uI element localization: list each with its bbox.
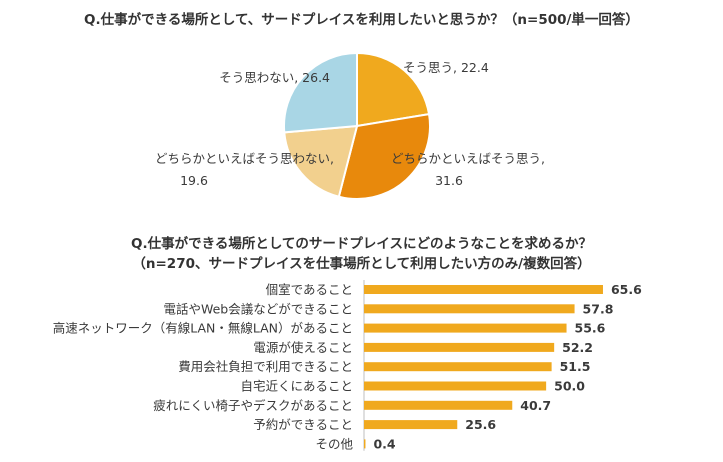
pie-label-4: そう思わない, 26.4: [219, 70, 330, 85]
bar-category-label: 自宅近くにあること: [240, 379, 353, 394]
pie-value-3: 19.6: [180, 173, 208, 188]
bar-category-label: 個室であること: [266, 282, 353, 297]
bar-category-label: 疲れにくい椅子やデスクがあること: [153, 398, 353, 413]
bar-value-label: 0.4: [373, 436, 395, 451]
bar-value-label: 55.6: [575, 321, 606, 336]
bar-chart-subtitle: （n=270、サードプレイスを仕事場所として利用したい方のみ/複数回答）: [132, 256, 591, 272]
bar-8: [364, 420, 458, 430]
bar-category-label: 予約ができること: [253, 417, 353, 432]
pie-label-2: どちらかといえばそう思う,: [391, 151, 545, 166]
bar-9: [364, 439, 366, 449]
bar-value-label: 50.0: [554, 379, 585, 394]
bar-6: [364, 381, 547, 391]
bar-category-label: 高速ネットワーク（有線LAN・無線LAN）があること: [53, 321, 353, 336]
bar-4: [364, 342, 555, 352]
bar-3: [364, 323, 567, 333]
pie-slice-3: [283, 124, 359, 198]
bar-value-label: 57.8: [583, 301, 614, 316]
bar-value-label: 25.6: [465, 417, 496, 432]
pie-slice-1: [356, 51, 431, 128]
bar-7: [364, 400, 513, 410]
bar-category-label: 電話やWeb会議などができること: [163, 301, 353, 316]
bar-value-label: 65.6: [611, 282, 642, 297]
pie-label-1: そう思う, 22.4: [403, 60, 489, 75]
bar-value-label: 40.7: [520, 398, 551, 413]
pie-value-2: 31.6: [435, 173, 463, 188]
bar-category-label: 電源が使えること: [253, 340, 353, 355]
pie-slice-2: [337, 112, 431, 200]
bar-value-label: 52.2: [562, 340, 593, 355]
bar-value-label: 51.5: [560, 359, 591, 374]
pie-slice-4: [282, 51, 358, 134]
bar-category-label: 費用会社負担で利用できること: [178, 359, 353, 374]
bar-category-label: その他: [315, 436, 353, 451]
bar-1: [364, 285, 603, 294]
bar-chart-title: Q.仕事ができる場所としてのサードプレイスにどのようなことを求めるか？: [130, 236, 593, 252]
pie-label-3: どちらかといえばそう思わない,: [155, 151, 334, 166]
bar-2: [364, 304, 575, 314]
bar-5: [364, 362, 552, 372]
pie-chart-title: Q.仕事ができる場所として、サードプレイスを利用したいと思うか？（n=500/単…: [84, 12, 639, 28]
